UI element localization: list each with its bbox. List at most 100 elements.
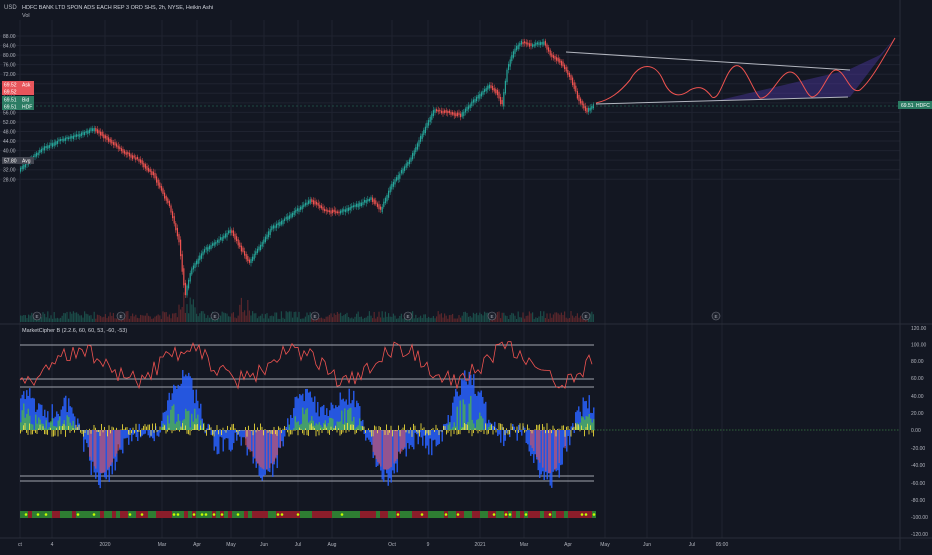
volume-bar bbox=[222, 312, 223, 322]
green-wave-bar bbox=[346, 423, 348, 430]
earnings-badge[interactable]: E bbox=[488, 312, 496, 320]
symbol-title[interactable]: HDFC BANK LTD SPON ADS EACH REP 3 ORD SH… bbox=[22, 5, 213, 11]
volume-bar bbox=[236, 318, 237, 322]
volume-bar bbox=[242, 312, 243, 322]
green-wave-bar bbox=[302, 408, 304, 430]
price-tick-label: 88.00 bbox=[3, 34, 16, 40]
earnings-badge[interactable]: E bbox=[117, 312, 125, 320]
blue-wave-bar bbox=[566, 430, 568, 452]
money-flow-bar bbox=[287, 430, 288, 432]
time-tick-label: Mar bbox=[158, 542, 167, 548]
candle-body bbox=[553, 55, 554, 58]
candle-body bbox=[574, 82, 575, 88]
money-flow-bar bbox=[206, 430, 207, 436]
red-wave-bar bbox=[385, 430, 387, 470]
volume-bar bbox=[65, 313, 66, 322]
signal-strip-segment bbox=[332, 511, 336, 518]
volume-bar bbox=[266, 313, 267, 322]
money-flow-bar bbox=[55, 430, 56, 436]
earnings-badge[interactable]: E bbox=[211, 312, 219, 320]
volume-bar bbox=[578, 318, 579, 322]
candle-body bbox=[551, 53, 552, 56]
signal-strip-segment bbox=[68, 511, 72, 518]
candle-body bbox=[570, 75, 571, 80]
money-flow-bar bbox=[515, 430, 516, 433]
volume-bar bbox=[468, 317, 469, 322]
money-flow-bar bbox=[62, 426, 63, 430]
signal-strip-segment bbox=[196, 511, 200, 518]
money-flow-bar bbox=[221, 430, 222, 435]
candle-body bbox=[513, 51, 514, 57]
volume-legend[interactable]: Vol bbox=[22, 13, 30, 19]
blue-wave-bar bbox=[106, 430, 108, 479]
blue-wave-bar bbox=[407, 430, 409, 443]
signal-strip-segment bbox=[520, 511, 524, 518]
blue-wave-bar bbox=[121, 430, 123, 450]
volume-bar bbox=[470, 316, 471, 322]
blue-wave-bar bbox=[175, 386, 177, 430]
red-wave-bar bbox=[388, 430, 390, 469]
indicator-title[interactable]: MarketCipher B (2.2.6, 60, 60, 53, -60, … bbox=[22, 328, 127, 334]
red-wave-bar bbox=[380, 430, 382, 467]
last-price-symbol: HDFC bbox=[916, 103, 930, 109]
money-flow-bar bbox=[131, 430, 132, 433]
volume-bar bbox=[388, 313, 389, 322]
candle-body bbox=[231, 230, 232, 232]
money-flow-bar bbox=[413, 424, 414, 430]
blue-wave-bar bbox=[424, 430, 426, 436]
money-flow-bar bbox=[368, 428, 369, 430]
earnings-badge[interactable]: E bbox=[712, 312, 720, 320]
volume-bar bbox=[359, 317, 360, 322]
signal-strip-segment bbox=[84, 511, 88, 518]
volume-bar bbox=[553, 314, 554, 322]
money-flow-bar bbox=[172, 430, 173, 433]
volume-bar bbox=[82, 318, 83, 322]
candle-body bbox=[58, 139, 59, 141]
volume-bar bbox=[519, 317, 520, 322]
earnings-badge[interactable]: E bbox=[33, 312, 41, 320]
earnings-badge[interactable]: E bbox=[582, 312, 590, 320]
volume-bar bbox=[345, 314, 346, 322]
money-flow-bar bbox=[232, 424, 233, 430]
red-wave-bar bbox=[538, 430, 540, 460]
candle-body bbox=[294, 211, 295, 215]
volume-bar bbox=[228, 316, 229, 322]
red-wave-bar bbox=[112, 430, 114, 462]
volume-bar bbox=[250, 315, 251, 322]
money-flow-bar bbox=[155, 423, 156, 430]
money-flow-bar bbox=[364, 427, 365, 430]
signal-strip-segment bbox=[436, 511, 440, 518]
volume-bar bbox=[166, 312, 167, 322]
volume-bar bbox=[220, 316, 221, 322]
volume-bar bbox=[321, 318, 322, 322]
candle-body bbox=[210, 245, 211, 249]
money-flow-bar bbox=[542, 424, 543, 430]
money-flow-bar bbox=[431, 429, 432, 430]
candle-body bbox=[497, 90, 498, 95]
money-flow-bar bbox=[337, 430, 338, 432]
volume-bar bbox=[28, 315, 29, 322]
money-flow-bar bbox=[260, 424, 261, 430]
candle-body bbox=[63, 139, 64, 142]
money-flow-bar bbox=[433, 428, 434, 430]
volume-bar bbox=[308, 315, 309, 322]
blue-wave-bar bbox=[514, 427, 516, 430]
green-wave-bar bbox=[170, 410, 172, 430]
money-flow-bar bbox=[586, 427, 587, 430]
candle-body bbox=[158, 180, 159, 186]
candle-body bbox=[514, 49, 515, 54]
candle-body bbox=[586, 108, 587, 112]
earnings-badge[interactable]: E bbox=[404, 312, 412, 320]
blue-wave-bar bbox=[235, 430, 237, 433]
money-flow-bar bbox=[526, 430, 527, 431]
candle-body bbox=[375, 200, 376, 203]
candle-body bbox=[588, 108, 589, 112]
money-flow-bar bbox=[205, 430, 206, 432]
candle-body bbox=[338, 212, 339, 214]
money-flow-bar bbox=[461, 429, 462, 430]
earnings-badge[interactable]: E bbox=[311, 312, 319, 320]
candle-body bbox=[393, 182, 394, 187]
blue-wave-bar bbox=[181, 384, 183, 430]
